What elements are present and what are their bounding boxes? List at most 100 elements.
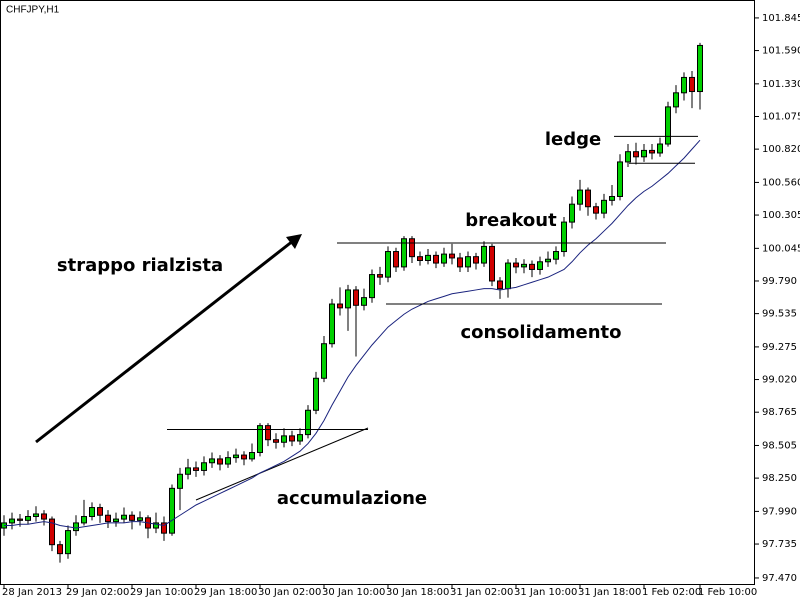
candle-body: [457, 257, 463, 268]
candle-body: [673, 92, 679, 108]
candle-body: [481, 245, 487, 264]
candle-body: [289, 435, 295, 442]
x-tick-label: 31 Jan 10:00: [514, 587, 577, 598]
candle-body: [17, 518, 23, 521]
y-tick-label: 99.275: [762, 342, 797, 353]
y-tick-label: 97.470: [762, 573, 797, 584]
candle-body: [625, 151, 631, 163]
annotation: accumulazione: [277, 488, 427, 509]
candle-body: [385, 251, 391, 278]
candle-body: [377, 274, 383, 278]
candle-body: [225, 457, 231, 465]
candle-body: [137, 517, 143, 521]
plot-area: [0, 0, 755, 585]
candle-body: [185, 467, 191, 475]
candle-body: [113, 518, 119, 523]
candle-body: [393, 251, 399, 268]
candle-body: [161, 522, 167, 534]
y-tick-label: 98.505: [762, 440, 797, 451]
candle-body: [425, 254, 431, 261]
x-tick-label: 31 Jan 02:00: [450, 587, 513, 598]
annotation: ledge: [545, 129, 601, 150]
candle-body: [129, 514, 135, 521]
candle-body: [409, 238, 415, 258]
chart-title: CHFJPY,H1: [6, 5, 60, 16]
candle-body: [537, 261, 543, 270]
y-tick-label: 101.845: [762, 13, 800, 24]
candle-body: [417, 256, 423, 261]
candle-body: [209, 458, 215, 464]
candle-body: [593, 206, 599, 214]
candle-body: [257, 425, 263, 454]
candle-body: [489, 245, 495, 282]
candle-body: [521, 263, 527, 268]
candle-body: [505, 262, 511, 290]
y-tick-label: 99.020: [762, 375, 797, 386]
x-tick-label: 1 Feb 02:00: [642, 587, 701, 598]
candle-body: [105, 514, 111, 523]
candle-body: [217, 458, 223, 465]
candle-body: [249, 452, 255, 460]
candle-body: [57, 544, 63, 555]
x-tick-label: 31 Jan 18:00: [578, 587, 641, 598]
candle-body: [401, 238, 407, 268]
annotation: breakout: [465, 210, 557, 231]
candle-body: [609, 195, 615, 201]
candle-body: [49, 518, 55, 546]
candle-body: [345, 289, 351, 309]
candle-body: [449, 253, 455, 259]
y-tick-label: 99.790: [762, 276, 797, 287]
candle-body: [65, 530, 71, 555]
x-tick-label: 30 Jan 18:00: [386, 587, 449, 598]
candle-body: [177, 473, 183, 489]
annotation: strappo rialzista: [57, 255, 223, 276]
candle-body: [9, 518, 15, 524]
candle-body: [657, 143, 663, 154]
y-tick-label: 100.045: [762, 243, 800, 254]
y-tick-label: 100.305: [762, 210, 800, 221]
x-tick-label: 29 Jan 18:00: [194, 587, 257, 598]
x-tick-label: 29 Jan 02:00: [66, 587, 129, 598]
candle-body: [241, 454, 247, 460]
candle-body: [305, 409, 311, 436]
moving-average: [4, 139, 701, 529]
candle-body: [297, 434, 303, 442]
candle-body: [617, 161, 623, 197]
candle-body: [633, 151, 639, 158]
candle-body: [577, 189, 583, 205]
candle-body: [193, 467, 199, 471]
candle-body: [441, 253, 447, 264]
y-tick-label: 99.535: [762, 309, 797, 320]
arrow-head: [286, 234, 302, 249]
candle-body: [89, 507, 95, 518]
candle-body: [329, 303, 335, 345]
candle-body: [273, 439, 279, 443]
candle-body: [233, 454, 239, 459]
candle-body: [465, 256, 471, 268]
x-tick-label: 30 Jan 10:00: [322, 587, 385, 598]
annotation: consolidamento: [460, 322, 621, 343]
candle-body: [665, 106, 671, 145]
x-tick-label: 1 Feb 10:00: [698, 587, 757, 598]
candle-body: [641, 149, 647, 158]
y-tick-label: 97.990: [762, 506, 797, 517]
y-tick-label: 98.765: [762, 407, 797, 418]
x-tick-label: 30 Jan 02:00: [258, 587, 321, 598]
trend-line: [195, 427, 369, 501]
y-tick-label: 98.250: [762, 473, 797, 484]
y-tick-label: 101.590: [762, 46, 800, 57]
candle-body: [25, 516, 31, 521]
y-tick-label: 101.075: [762, 111, 800, 122]
candle-body: [585, 189, 591, 208]
candle-body: [689, 76, 695, 93]
candle-body: [561, 221, 567, 253]
candle-body: [337, 303, 343, 309]
candle-body: [281, 435, 287, 443]
candle-body: [153, 522, 159, 529]
candle-body: [73, 522, 79, 532]
candle-body: [33, 513, 39, 518]
candle-body: [497, 280, 503, 290]
candle-body: [81, 516, 87, 524]
trend-arrow: [35, 235, 299, 444]
